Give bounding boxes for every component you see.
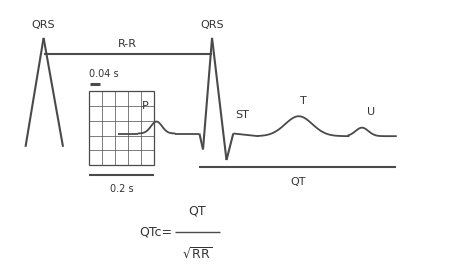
Text: 0.04 s: 0.04 s: [89, 69, 119, 79]
Text: QT: QT: [290, 177, 305, 187]
Text: R-R: R-R: [118, 38, 137, 49]
Text: P: P: [142, 101, 149, 111]
Text: ST: ST: [236, 110, 249, 120]
Text: QT: QT: [188, 204, 206, 217]
Text: QRS: QRS: [32, 20, 55, 30]
Text: T: T: [300, 96, 307, 106]
Text: QTc=: QTc=: [139, 225, 172, 238]
Text: U: U: [367, 107, 375, 117]
Text: 0.2 s: 0.2 s: [110, 184, 133, 194]
Text: QRS: QRS: [200, 20, 224, 30]
Text: $\sqrt{\mathregular{RR}}$: $\sqrt{\mathregular{RR}}$: [182, 246, 212, 262]
Bar: [89, 91, 154, 165]
